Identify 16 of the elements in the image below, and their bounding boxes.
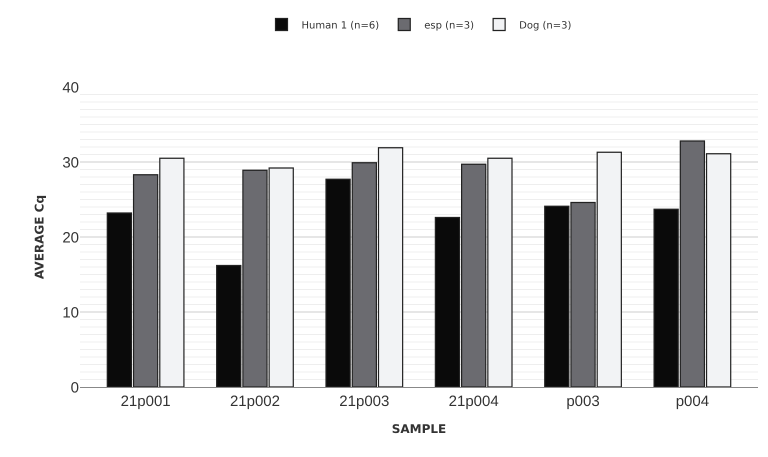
x-tick-label: 21p001 <box>120 393 171 410</box>
y-tick-label: 30 <box>62 154 79 172</box>
x-tick-label: 21p004 <box>448 393 499 410</box>
y-axis-title: AVERAGE Cq <box>32 194 47 280</box>
x-axis-title: SAMPLE <box>392 422 446 436</box>
x-tick-label: p004 <box>676 393 710 410</box>
legend-label: Human 1 (n=6) <box>302 20 380 32</box>
y-tick-label: 40 <box>62 79 79 96</box>
y-tick-label: 20 <box>62 229 79 246</box>
y-tick-label: 0 <box>70 379 79 396</box>
x-tick-label: 21p002 <box>230 393 280 410</box>
y-tick-label: 10 <box>62 304 79 322</box>
legend-label: esp (n=3) <box>424 20 474 32</box>
legend-label: Dog (n=3) <box>519 20 572 32</box>
x-tick-label: p003 <box>566 393 600 410</box>
x-tick-label: 21p003 <box>339 393 390 410</box>
